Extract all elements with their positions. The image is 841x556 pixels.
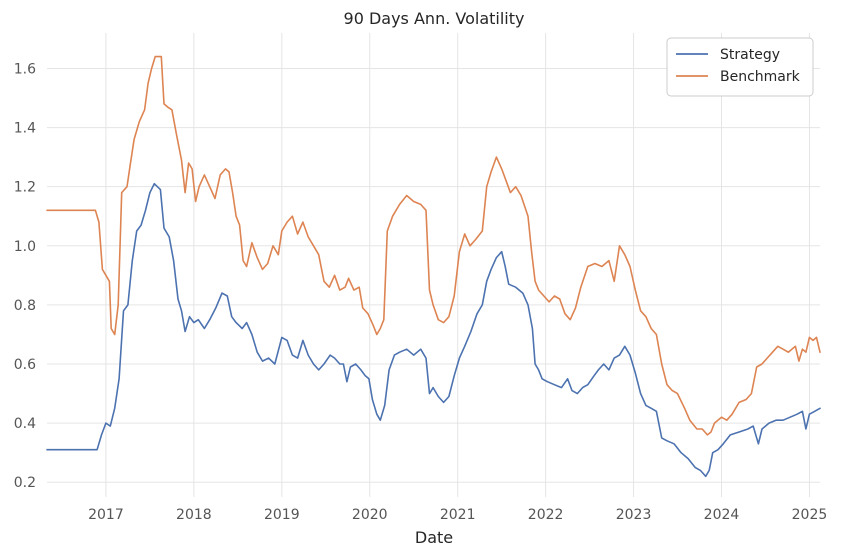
series-layer (46, 55, 821, 478)
x-axis-label: Date (415, 528, 453, 547)
x-tick-label: 2018 (176, 507, 212, 523)
x-tick-label: 2020 (352, 507, 388, 523)
chart-title: 90 Days Ann. Volatility (344, 9, 525, 28)
y-tick-label: 0.8 (14, 298, 36, 314)
y-tick-label: 1.2 (14, 180, 36, 196)
legend-label-benchmark: Benchmark (720, 69, 801, 85)
grid-lines (47, 33, 820, 497)
x-tick-label: 2025 (792, 507, 828, 523)
x-tick-label: 2017 (88, 507, 124, 523)
x-tick-label: 2019 (264, 507, 300, 523)
x-tick-label: 2023 (616, 507, 652, 523)
series-line-strategy (46, 182, 821, 478)
y-axis-ticks: 0.2 0.4 0.6 0.8 1.0 1.2 1.4 1.6 (14, 61, 36, 491)
x-tick-label: 2022 (528, 507, 564, 523)
legend: Strategy Benchmark (666, 37, 814, 97)
x-tick-label: 2021 (440, 507, 476, 523)
series-line-benchmark (46, 55, 821, 436)
legend-label-strategy: Strategy (720, 47, 780, 63)
x-tick-label: 2024 (704, 507, 740, 523)
legend-box (666, 37, 814, 97)
y-tick-label: 1.4 (14, 121, 36, 137)
y-tick-label: 0.4 (14, 416, 36, 432)
y-tick-label: 0.6 (14, 357, 36, 373)
y-tick-label: 1.6 (14, 61, 36, 77)
y-tick-label: 0.2 (14, 475, 36, 491)
x-axis-ticks: 2017 2018 2019 2020 2021 2022 2023 2024 2025 (88, 507, 827, 523)
y-tick-label: 1.0 (14, 239, 36, 255)
